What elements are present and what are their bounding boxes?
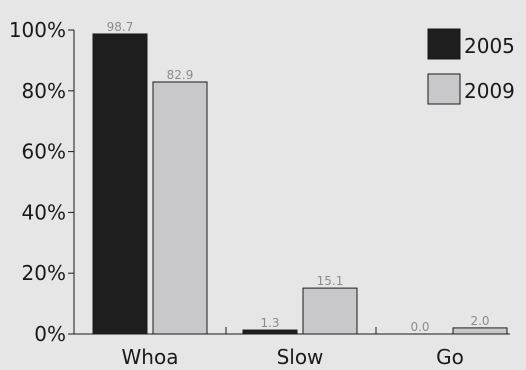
data-label: 1.3 [260,316,279,330]
y-tick-label: 40% [22,200,66,224]
y-tick-label: 0% [34,322,66,346]
bar-2005-whoa [92,33,148,335]
bar-2009-whoa [152,81,208,335]
bar-2009-slow [302,287,358,335]
data-label: 98.7 [107,20,134,34]
data-label: 82.9 [167,68,194,82]
legend-swatch-2005 [427,28,461,60]
y-tick-label: 20% [22,261,66,285]
data-label: 0.0 [410,320,429,334]
axes: 0% 20% 40% 60% 80% 100% Whoa Slow Go [9,18,510,369]
data-label: 2.0 [470,314,489,328]
y-tick-label: 60% [22,140,66,164]
legend-swatch-2009 [427,73,461,105]
legend: 2005 2009 [427,28,515,105]
legend-label: 2009 [464,79,515,103]
category-label: Slow [277,345,324,369]
y-tick-label: 80% [22,79,66,103]
y-tick-label: 100% [9,18,66,42]
bar-2009-go [452,327,508,335]
legend-label: 2005 [464,34,515,58]
bar-2005-slow [242,329,298,335]
data-label: 15.1 [317,274,344,288]
category-label: Whoa [122,345,179,369]
category-label: Go [436,345,464,369]
bars: 98.7 82.9 1.3 15.1 0.0 2.0 [92,20,508,335]
